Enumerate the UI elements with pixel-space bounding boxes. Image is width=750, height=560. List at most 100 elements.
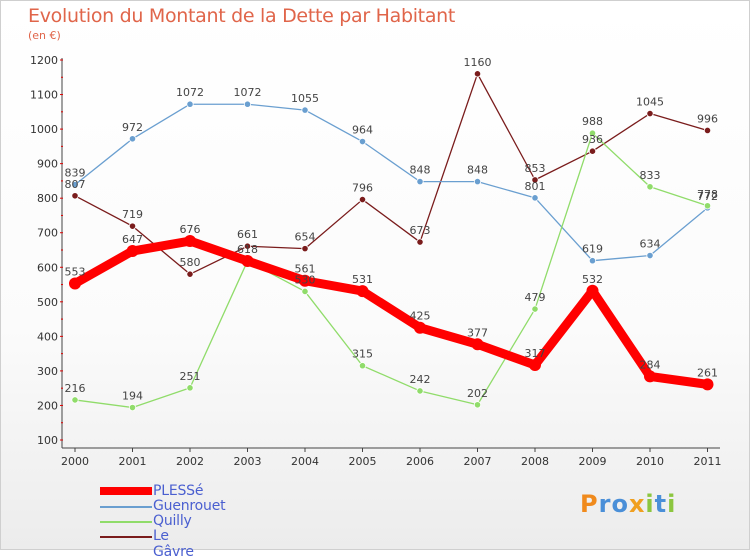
data-label: 673 bbox=[410, 224, 431, 237]
data-label: 479 bbox=[525, 291, 546, 304]
data-point bbox=[531, 176, 539, 184]
legend-label: PLESSé bbox=[153, 483, 204, 499]
data-label: 242 bbox=[410, 373, 431, 386]
data-label: 377 bbox=[467, 326, 488, 339]
data-point bbox=[646, 251, 654, 260]
y-tick-label: 400 bbox=[37, 330, 58, 343]
y-tick-label: 700 bbox=[37, 227, 58, 240]
data-point bbox=[529, 359, 541, 372]
y-tick-label: 600 bbox=[37, 261, 58, 274]
data-point bbox=[299, 274, 311, 287]
data-point bbox=[69, 277, 81, 290]
series-line-Guenrouet bbox=[74, 103, 709, 262]
data-point bbox=[126, 245, 139, 258]
y-tick-label: 1100 bbox=[30, 89, 58, 102]
data-label: 848 bbox=[467, 164, 488, 177]
y-tick-label: 100 bbox=[37, 434, 58, 447]
data-point bbox=[414, 321, 426, 334]
data-point bbox=[241, 255, 254, 268]
series-line-PLESSé bbox=[70, 236, 712, 389]
data-point bbox=[531, 194, 539, 202]
chart-title: Evolution du Montant de la Dette par Hab… bbox=[28, 5, 456, 27]
data-point bbox=[128, 403, 137, 412]
data-point bbox=[703, 126, 712, 135]
data-label: 561 bbox=[295, 263, 316, 276]
data-point bbox=[186, 384, 194, 392]
chart-unit-label: (en €) bbox=[28, 29, 61, 42]
legend-label: Le Gâvre bbox=[153, 528, 194, 560]
data-label: 1072 bbox=[234, 86, 262, 99]
data-label: 647 bbox=[122, 233, 143, 246]
y-tick-label: 800 bbox=[37, 192, 58, 205]
data-point bbox=[186, 100, 194, 108]
y-tick-label: 1000 bbox=[30, 123, 58, 136]
data-label: 676 bbox=[180, 223, 201, 236]
x-tick-label: 2011 bbox=[694, 455, 722, 468]
x-tick-label: 2003 bbox=[234, 455, 262, 468]
data-label: 661 bbox=[237, 228, 258, 241]
series-line-Le Gâvre bbox=[74, 73, 709, 275]
data-label: 618 bbox=[237, 243, 258, 256]
data-label: 553 bbox=[65, 266, 86, 279]
data-label: 936 bbox=[582, 133, 603, 146]
legend-swatch bbox=[100, 487, 152, 495]
data-label: 801 bbox=[525, 180, 546, 193]
data-point bbox=[473, 70, 482, 78]
data-label: 964 bbox=[352, 124, 373, 137]
data-point bbox=[473, 401, 482, 409]
legend-label: Quilly bbox=[153, 513, 192, 529]
data-label: 580 bbox=[180, 256, 201, 269]
data-label: 719 bbox=[122, 208, 143, 221]
x-tick-label: 2005 bbox=[349, 455, 377, 468]
data-point bbox=[186, 270, 194, 278]
data-label: 619 bbox=[582, 243, 603, 256]
legend-swatch bbox=[100, 506, 152, 508]
data-label: 1045 bbox=[636, 96, 664, 109]
x-tick-label: 2000 bbox=[61, 455, 89, 468]
data-point bbox=[71, 396, 79, 404]
data-label: 531 bbox=[352, 273, 373, 286]
data-point bbox=[243, 242, 252, 250]
data-label: 315 bbox=[352, 348, 373, 361]
data-point bbox=[473, 178, 482, 186]
data-label: 988 bbox=[582, 115, 603, 128]
data-point bbox=[184, 235, 196, 248]
y-tick-label: 300 bbox=[37, 365, 58, 378]
data-label: 194 bbox=[122, 390, 143, 403]
data-point bbox=[358, 362, 367, 370]
x-tick-label: 2009 bbox=[579, 455, 607, 468]
data-label: 996 bbox=[697, 112, 718, 125]
data-label: 778 bbox=[697, 188, 718, 201]
x-tick-label: 2006 bbox=[406, 455, 434, 468]
data-point bbox=[586, 284, 599, 297]
data-point bbox=[416, 387, 424, 395]
data-label: 839 bbox=[65, 167, 86, 180]
data-label: 530 bbox=[295, 273, 316, 286]
data-label: 772 bbox=[697, 190, 718, 203]
data-point bbox=[128, 222, 137, 230]
data-point bbox=[646, 109, 654, 118]
data-label: 833 bbox=[640, 169, 661, 182]
data-point bbox=[71, 181, 79, 189]
x-tick-label: 2007 bbox=[464, 455, 492, 468]
data-label: 261 bbox=[697, 366, 718, 379]
brand-logo: Proxiti bbox=[580, 490, 677, 518]
x-tick-label: 2008 bbox=[521, 455, 549, 468]
data-label: 251 bbox=[180, 370, 201, 383]
series-line-Quilly bbox=[74, 132, 709, 409]
data-label: 796 bbox=[352, 182, 373, 195]
y-tick-label: 900 bbox=[37, 158, 58, 171]
legend-label: Guenrouet bbox=[153, 498, 226, 514]
x-tick-label: 2004 bbox=[291, 455, 319, 468]
data-point bbox=[588, 129, 597, 137]
data-label: 654 bbox=[295, 231, 316, 244]
data-label: 202 bbox=[467, 387, 488, 400]
y-tick-label: 500 bbox=[37, 296, 58, 309]
legend-swatch bbox=[100, 521, 152, 523]
data-point bbox=[471, 338, 484, 351]
data-point bbox=[588, 147, 597, 155]
data-point bbox=[588, 257, 597, 265]
data-point bbox=[416, 238, 424, 246]
